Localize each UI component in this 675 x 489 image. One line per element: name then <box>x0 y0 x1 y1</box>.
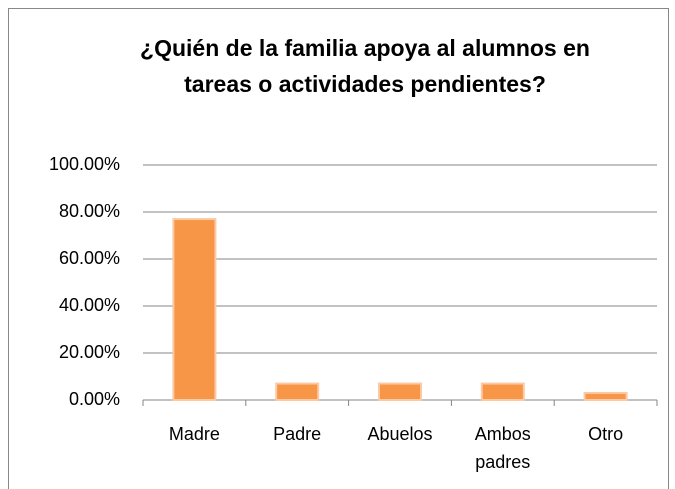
x-tick-label: Madre <box>168 424 220 444</box>
bar <box>275 382 320 401</box>
chart-title: ¿Quién de la familia apoya al alumnos en… <box>140 35 590 97</box>
y-tick-label: 40.00% <box>59 295 120 315</box>
y-tick-label: 80.00% <box>59 201 120 221</box>
bar <box>378 382 422 401</box>
x-tick-label: Padre <box>273 424 322 444</box>
y-tick-label: 0.00% <box>69 389 120 409</box>
x-tick-label: Otro <box>588 424 624 444</box>
y-tick-label: 20.00% <box>59 342 120 362</box>
x-tick-label: Ambos padres <box>474 424 531 472</box>
y-tick-label: 60.00% <box>59 248 120 268</box>
bar <box>480 382 525 401</box>
bar <box>172 218 217 401</box>
chart-frame <box>8 8 669 489</box>
bar <box>583 391 628 402</box>
x-tick-label: Abuelos <box>367 424 433 444</box>
y-tick-label: 100.00% <box>49 154 120 174</box>
